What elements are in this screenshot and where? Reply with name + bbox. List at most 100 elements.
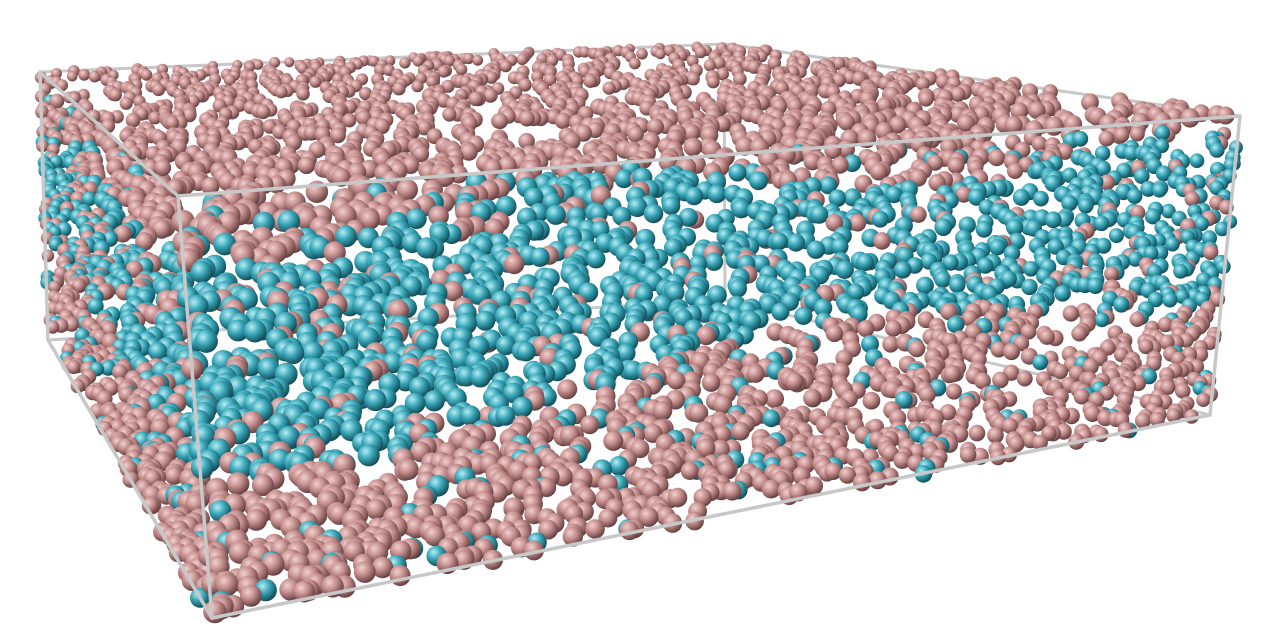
atom-species-b bbox=[871, 210, 889, 228]
atom-species-a bbox=[485, 71, 498, 84]
atom-species-a bbox=[1098, 130, 1115, 147]
atom-species-a bbox=[166, 179, 185, 198]
atom-species-b bbox=[1147, 291, 1164, 308]
atom-species-a bbox=[943, 365, 961, 383]
atom-species-b bbox=[357, 444, 380, 467]
atom-species-b bbox=[1113, 296, 1130, 313]
atom-species-a bbox=[908, 340, 926, 358]
atom-species-a bbox=[1180, 108, 1200, 128]
atom-species-a bbox=[862, 391, 881, 410]
atom-species-a bbox=[646, 118, 665, 136]
atom-species-a bbox=[761, 479, 781, 499]
atom-species-a bbox=[374, 63, 387, 76]
atom-species-a bbox=[518, 78, 532, 92]
atom-species-a bbox=[731, 422, 750, 441]
atom-species-b bbox=[835, 260, 854, 280]
atom-species-b bbox=[523, 187, 544, 208]
atom-species-b bbox=[916, 276, 934, 295]
atom-species-a bbox=[538, 519, 558, 540]
atom-species-a bbox=[108, 88, 122, 102]
atom-species-a bbox=[667, 487, 688, 508]
atom-species-b bbox=[1140, 180, 1157, 197]
atom-species-b bbox=[949, 276, 966, 294]
atom-species-a bbox=[154, 159, 172, 177]
atom-species-a bbox=[630, 439, 650, 459]
atom-species-a bbox=[628, 57, 641, 70]
atom-species-a bbox=[873, 232, 891, 250]
atom-species-a bbox=[428, 205, 449, 227]
atom-species-a bbox=[1044, 116, 1064, 136]
atom-species-a bbox=[1196, 392, 1211, 407]
atom-species-b bbox=[728, 163, 747, 182]
atom-species-a bbox=[732, 72, 747, 86]
atom-species-a bbox=[968, 424, 986, 442]
atom-species-b bbox=[665, 283, 685, 303]
atom-species-a bbox=[1020, 323, 1037, 340]
atom-species-a bbox=[945, 383, 963, 400]
atom-species-a bbox=[638, 507, 659, 527]
atom-species-b bbox=[794, 306, 813, 325]
atom-species-a bbox=[483, 88, 498, 103]
atom-species-b bbox=[1143, 245, 1159, 261]
atom-species-a bbox=[688, 403, 709, 423]
atom-species-a bbox=[215, 573, 239, 597]
atom-species-b bbox=[1201, 230, 1217, 246]
atom-species-b bbox=[1094, 312, 1110, 328]
atom-species-b bbox=[227, 319, 250, 342]
atom-species-b bbox=[1155, 165, 1172, 182]
atom-species-b bbox=[806, 240, 826, 259]
atom-species-a bbox=[472, 54, 484, 66]
atom-species-a bbox=[86, 109, 101, 124]
atom-species-b bbox=[1078, 198, 1094, 214]
atom-species-a bbox=[516, 53, 528, 66]
atom-species-a bbox=[164, 466, 184, 485]
atom-species-a bbox=[1052, 363, 1068, 380]
atom-species-a bbox=[1002, 417, 1019, 434]
atom-species-b bbox=[664, 238, 683, 257]
atom-species-b bbox=[809, 205, 829, 224]
atom-species-a bbox=[1166, 408, 1181, 423]
atom-species-a bbox=[66, 71, 78, 82]
atom-species-b bbox=[405, 208, 427, 230]
atom-species-a bbox=[1071, 325, 1088, 342]
atom-species-b bbox=[1087, 277, 1104, 295]
atom-species-a bbox=[990, 341, 1007, 358]
atom-species-a bbox=[353, 561, 376, 583]
atom-species-b bbox=[409, 376, 431, 398]
atom-species-a bbox=[152, 83, 165, 97]
atom-species-b bbox=[1162, 292, 1178, 308]
atom-species-b bbox=[469, 366, 491, 388]
atom-species-a bbox=[226, 472, 250, 496]
atom-species-b bbox=[404, 392, 426, 414]
atom-species-b bbox=[731, 199, 751, 219]
atom-species-b bbox=[416, 331, 438, 353]
atom-species-a bbox=[49, 93, 65, 109]
atom-species-a bbox=[396, 179, 419, 201]
atom-species-b bbox=[885, 186, 903, 204]
atom-species-a bbox=[957, 114, 975, 133]
atom-species-a bbox=[1174, 383, 1191, 399]
atom-species-a bbox=[767, 56, 781, 70]
atom-species-b bbox=[934, 270, 952, 288]
atom-species-a bbox=[955, 186, 972, 203]
atom-species-b bbox=[741, 311, 762, 331]
atom-species-a bbox=[713, 395, 733, 415]
atom-species-b bbox=[762, 409, 780, 428]
atom-species-a bbox=[1002, 342, 1021, 361]
atom-species-a bbox=[78, 68, 91, 81]
atom-species-a bbox=[940, 303, 958, 321]
atom-species-b bbox=[934, 218, 953, 237]
atom-species-b bbox=[475, 310, 496, 331]
atom-species-a bbox=[1073, 388, 1090, 405]
atom-species-a bbox=[442, 280, 464, 302]
atom-species-a bbox=[1084, 405, 1101, 423]
atom-species-a bbox=[342, 113, 357, 128]
atom-species-b bbox=[194, 329, 218, 353]
atom-species-a bbox=[893, 451, 911, 469]
atom-species-b bbox=[1154, 125, 1171, 141]
atom-species-a bbox=[1016, 370, 1033, 387]
atom-species-b bbox=[1214, 221, 1230, 237]
atom-species-b bbox=[861, 335, 879, 353]
atom-species-b bbox=[609, 456, 629, 476]
